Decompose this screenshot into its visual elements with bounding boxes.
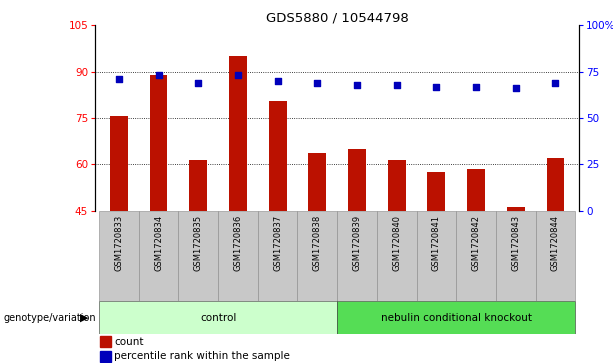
Text: GSM1720833: GSM1720833 <box>115 215 123 271</box>
Text: GSM1720835: GSM1720835 <box>194 215 203 271</box>
Bar <box>496 211 536 301</box>
Bar <box>218 211 257 301</box>
Bar <box>268 101 286 211</box>
Bar <box>110 117 128 211</box>
Bar <box>467 169 485 211</box>
Bar <box>308 154 326 211</box>
Point <box>154 73 164 78</box>
Bar <box>99 211 139 301</box>
Bar <box>99 301 337 334</box>
Bar <box>427 172 445 211</box>
Point <box>550 80 560 86</box>
Bar <box>337 211 377 301</box>
Bar <box>377 211 417 301</box>
Text: GSM1720838: GSM1720838 <box>313 215 322 271</box>
Text: GSM1720842: GSM1720842 <box>471 215 481 271</box>
Point <box>471 83 481 89</box>
Point <box>273 78 283 84</box>
Text: GSM1720837: GSM1720837 <box>273 215 282 271</box>
Point <box>352 82 362 87</box>
Text: GSM1720836: GSM1720836 <box>234 215 242 271</box>
Title: GDS5880 / 10544798: GDS5880 / 10544798 <box>266 11 408 24</box>
Point <box>193 80 203 86</box>
Text: control: control <box>200 313 236 323</box>
Text: nebulin conditional knockout: nebulin conditional knockout <box>381 313 531 323</box>
Bar <box>229 56 247 211</box>
Bar <box>456 211 496 301</box>
Bar <box>348 149 366 211</box>
Text: GSM1720839: GSM1720839 <box>352 215 362 271</box>
Text: GSM1720844: GSM1720844 <box>551 215 560 271</box>
Bar <box>100 351 110 362</box>
Bar <box>150 75 167 211</box>
Bar <box>417 211 456 301</box>
Bar <box>257 211 297 301</box>
Text: ▶: ▶ <box>80 313 89 323</box>
Text: GSM1720843: GSM1720843 <box>511 215 520 271</box>
Text: GSM1720840: GSM1720840 <box>392 215 401 271</box>
Bar <box>139 211 178 301</box>
Text: GSM1720834: GSM1720834 <box>154 215 163 271</box>
Text: percentile rank within the sample: percentile rank within the sample <box>115 351 291 361</box>
Point <box>114 76 124 82</box>
Bar <box>100 336 110 347</box>
Bar <box>536 211 576 301</box>
Point <box>392 82 402 87</box>
Bar <box>337 301 576 334</box>
Bar <box>507 207 525 211</box>
Point <box>511 85 520 91</box>
Bar <box>547 158 565 211</box>
Bar <box>388 160 406 211</box>
Text: GSM1720841: GSM1720841 <box>432 215 441 271</box>
Point <box>313 80 322 86</box>
Point <box>233 73 243 78</box>
Bar <box>178 211 218 301</box>
Bar <box>297 211 337 301</box>
Text: genotype/variation: genotype/variation <box>3 313 96 323</box>
Bar <box>189 160 207 211</box>
Point <box>432 83 441 89</box>
Text: count: count <box>115 337 144 347</box>
